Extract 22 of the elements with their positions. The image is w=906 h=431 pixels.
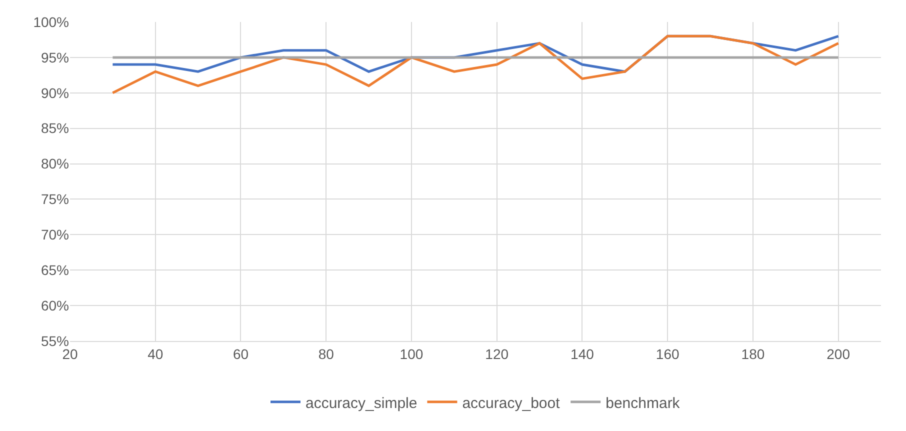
- x-tick-label: 160: [656, 346, 680, 362]
- y-tick-label: 75%: [40, 191, 69, 208]
- x-tick-label: 140: [570, 346, 594, 362]
- x-tick-label: 180: [741, 346, 765, 362]
- x-tick-label: 60: [232, 346, 249, 362]
- y-tick-label: 100%: [33, 14, 69, 30]
- legend-label: accuracy_simple: [306, 394, 418, 412]
- x-tick-label: 200: [826, 346, 850, 362]
- y-tick-label: 70%: [40, 226, 69, 243]
- y-tick-label: 90%: [40, 84, 69, 101]
- y-tick-label: 65%: [40, 262, 69, 278]
- line-series: [111, 34, 840, 94]
- x-tick-label: 100: [400, 346, 424, 362]
- y-tick-label: 60%: [40, 297, 69, 314]
- y-tick-label: 85%: [40, 120, 69, 136]
- x-tick-label: 120: [485, 346, 509, 362]
- y-tick-label: 80%: [40, 156, 69, 172]
- legend-label: accuracy_boot: [462, 394, 561, 412]
- y-tick-label: 95%: [40, 49, 69, 66]
- x-tick-label: 80: [318, 346, 334, 362]
- x-tick-label: 40: [148, 346, 164, 362]
- legend-label: benchmark: [606, 394, 680, 412]
